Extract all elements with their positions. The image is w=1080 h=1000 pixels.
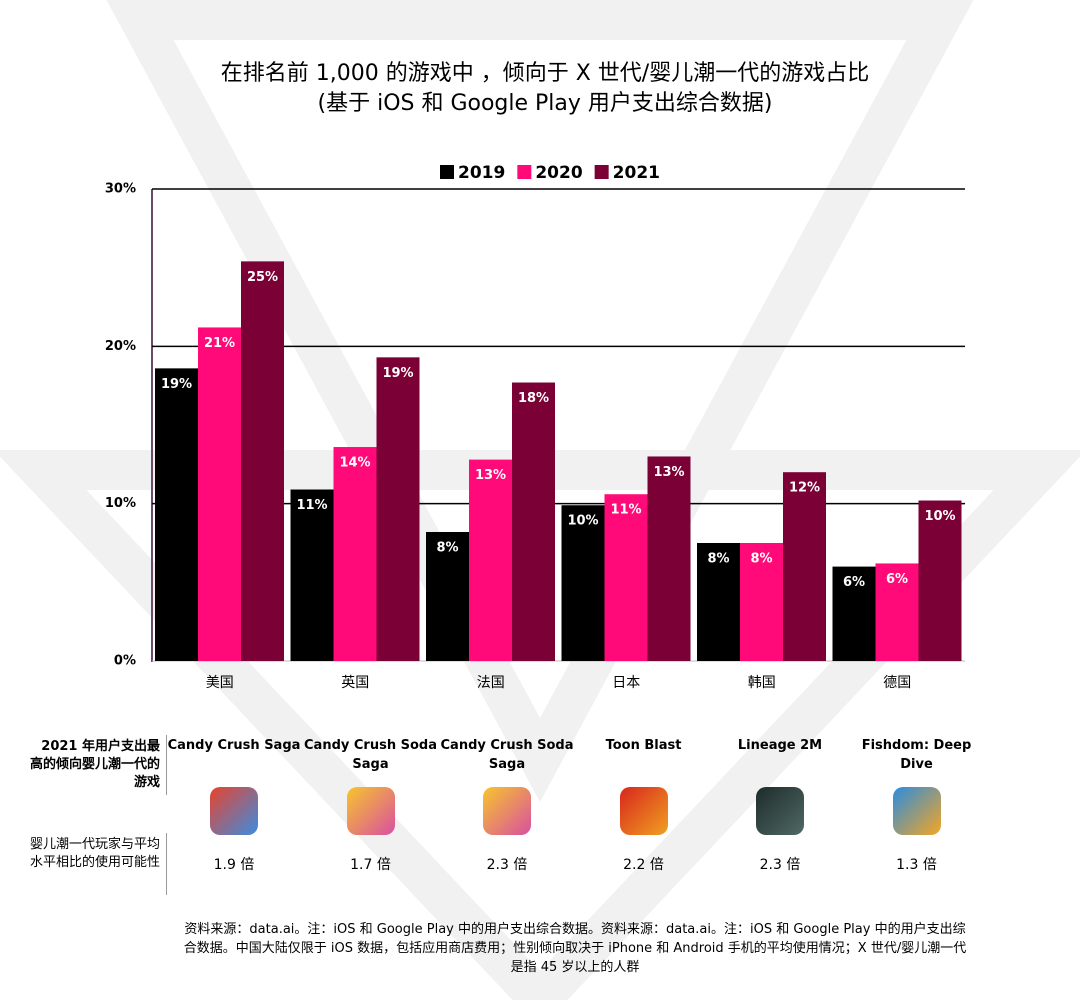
legend-swatch: [440, 165, 454, 179]
ratio: 2.3 倍: [486, 857, 528, 873]
value-label: 19%: [382, 366, 413, 381]
x-tick-label: 英国: [341, 674, 369, 691]
game-name: Lineage 2M: [737, 738, 823, 753]
value-label: 13%: [653, 465, 684, 480]
bar: [740, 543, 783, 661]
bar: [290, 489, 334, 661]
bar: [697, 543, 740, 661]
value-label: 12%: [789, 481, 820, 496]
ratio: 1.9 倍: [213, 857, 255, 873]
chart-title: 在排名前 1,000 的游戏中 ，倾向于 X 世代/婴儿潮一代的游戏占比: [221, 61, 869, 86]
legend-label: 2020: [535, 163, 582, 183]
game-icon: [483, 787, 531, 835]
game-name: Candy Crush Soda Saga: [304, 738, 437, 772]
game-icon: [756, 787, 804, 835]
bar: [376, 357, 420, 661]
bar: [512, 382, 555, 661]
legend-label: 2019: [458, 163, 505, 183]
value-label: 10%: [924, 509, 955, 524]
value-label: 10%: [567, 514, 598, 529]
ratio: 1.7 倍: [350, 857, 391, 873]
game-icon: [619, 787, 668, 835]
value-label: 13%: [475, 468, 506, 483]
bar: [647, 456, 691, 661]
value-label: 21%: [204, 336, 235, 351]
chart-subtitle: (基于 iOS 和 Google Play 用户支出综合数据): [318, 91, 773, 116]
value-label: 19%: [161, 377, 192, 392]
x-tick-label: 德国: [883, 675, 911, 691]
value-label: 8%: [707, 552, 729, 567]
value-label: 6%: [886, 572, 908, 587]
bar: [426, 531, 469, 661]
value-label: 18%: [518, 391, 549, 406]
game-icon: [892, 787, 941, 835]
bar: [918, 500, 962, 661]
value-label: 14%: [339, 456, 370, 471]
separator: [166, 735, 167, 795]
x-tick-label: 美国: [206, 675, 234, 691]
legend-swatch: [594, 165, 609, 179]
bar: [241, 261, 284, 661]
bar: [875, 563, 919, 661]
bar: [561, 505, 605, 661]
game-name: Toon Blast: [605, 738, 682, 753]
legend-label: 2021: [613, 163, 660, 183]
row-header: 婴儿潮一代玩家与平均水平相比的使用可能性: [30, 837, 161, 870]
separator: [166, 833, 167, 895]
y-tick-label: 30%: [105, 182, 136, 197]
row-header: 2021 年用户支出最高的倾向婴儿潮一代的游戏: [30, 739, 161, 790]
ratio: 1.3 倍: [896, 857, 937, 873]
x-tick-label: 韩国: [748, 675, 776, 691]
ratio: 2.3 倍: [759, 857, 801, 873]
bar: [832, 566, 876, 661]
value-label: 8%: [436, 540, 458, 555]
bar: [333, 447, 377, 661]
value-label: 25%: [247, 270, 278, 285]
bar: [469, 459, 512, 661]
x-tick-label: 法国: [477, 675, 505, 691]
game-name: Candy Crush Soda Saga: [440, 738, 574, 772]
y-tick-label: 0%: [114, 654, 136, 669]
legend-swatch: [517, 165, 532, 179]
value-label: 8%: [750, 552, 772, 567]
value-label: 11%: [610, 503, 641, 518]
game-icon: [210, 787, 258, 835]
footnote: 资料来源：data.ai。注：iOS 和 Google Play 中的用户支出综…: [183, 922, 967, 975]
y-tick-label: 20%: [105, 339, 136, 354]
bar: [783, 472, 826, 661]
game-name: Fishdom: Deep Dive: [861, 738, 972, 772]
bar: [198, 327, 241, 661]
bar: [604, 494, 648, 661]
bar: [155, 368, 198, 661]
x-tick-label: 日本: [612, 675, 640, 691]
y-tick-label: 10%: [105, 496, 136, 511]
value-label: 11%: [296, 498, 327, 513]
game-icon: [346, 787, 395, 835]
ratio: 2.2 倍: [623, 857, 664, 873]
game-name: Candy Crush Saga: [167, 738, 301, 753]
value-label: 6%: [843, 575, 865, 590]
